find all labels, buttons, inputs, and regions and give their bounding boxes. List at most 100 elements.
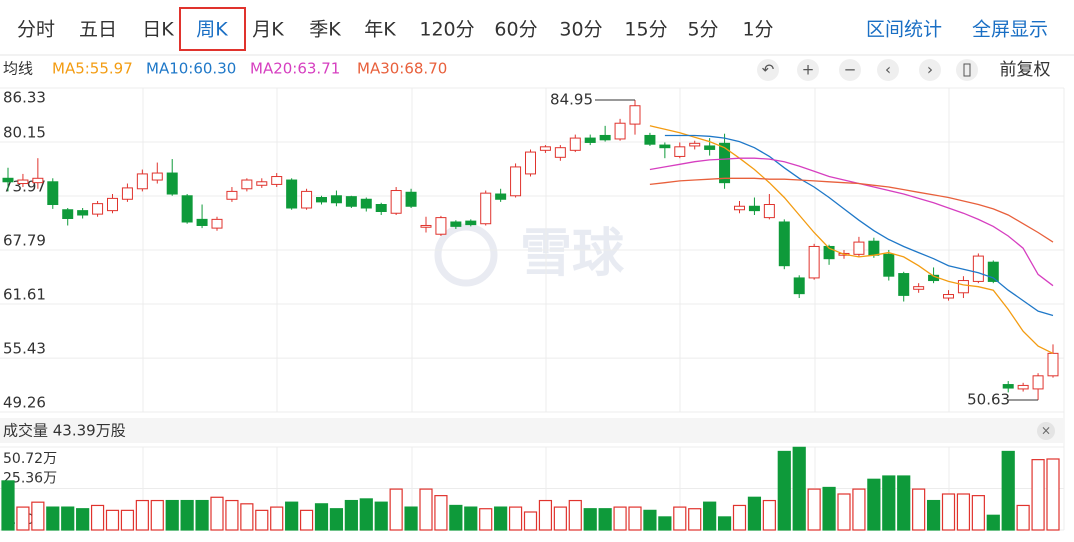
candle-body bbox=[465, 220, 477, 226]
volume-bar bbox=[389, 488, 403, 531]
candle-body bbox=[868, 240, 880, 256]
volume-bar bbox=[867, 478, 881, 531]
volume-bar bbox=[673, 506, 687, 531]
volume-bar bbox=[464, 506, 478, 531]
candle-body bbox=[286, 179, 298, 209]
legend-entry: MA30:68.70 bbox=[357, 60, 447, 78]
candle-body bbox=[569, 137, 581, 151]
ma-line bbox=[649, 125, 1054, 354]
volume-bar bbox=[1016, 504, 1030, 531]
y-tick-label: 86.33 bbox=[3, 89, 46, 107]
low-annotation: 50.63 bbox=[967, 391, 1010, 409]
volume-bar bbox=[762, 499, 776, 531]
candle-body bbox=[316, 197, 327, 203]
volume-bar bbox=[941, 493, 956, 531]
candle-style-button[interactable] bbox=[956, 59, 978, 81]
fullscreen-link[interactable]: 全屏显示 bbox=[972, 19, 1048, 41]
volume-bar bbox=[449, 504, 463, 531]
tab[interactable]: 30分 bbox=[559, 19, 602, 41]
candle-body bbox=[420, 224, 432, 228]
legend: MA5:55.97 MA10:60.30 MA20:63.71 MA30:68.70 bbox=[52, 60, 447, 78]
candle-body bbox=[913, 286, 925, 290]
volume-bar bbox=[195, 499, 209, 531]
close-volume-button[interactable] bbox=[1037, 422, 1055, 440]
volume-bar bbox=[225, 499, 239, 531]
next-button[interactable] bbox=[919, 59, 941, 81]
ma-label: 均线 bbox=[3, 60, 33, 78]
tab[interactable]: 季K bbox=[309, 19, 341, 41]
candle-body bbox=[734, 205, 745, 211]
volume-bar bbox=[986, 514, 1000, 531]
undo-icon: ↶ bbox=[762, 61, 775, 79]
volume-bar bbox=[658, 516, 672, 531]
tab[interactable]: 60分 bbox=[494, 19, 537, 41]
volume-bar bbox=[120, 509, 135, 531]
candle-body bbox=[450, 221, 462, 227]
candle-body bbox=[823, 245, 835, 260]
candle-body bbox=[510, 166, 522, 197]
adjust-button[interactable]: 前复权 bbox=[1000, 60, 1051, 80]
tab[interactable]: 1分 bbox=[742, 19, 773, 41]
tab[interactable]: 周K bbox=[196, 19, 228, 41]
volume-bar bbox=[1001, 450, 1015, 531]
volume-bar bbox=[583, 508, 597, 531]
ma-line bbox=[649, 177, 1054, 243]
volume-bar bbox=[105, 509, 120, 531]
candle-body bbox=[778, 221, 790, 267]
tab[interactable]: 分时 bbox=[17, 19, 55, 41]
volume-bar bbox=[479, 508, 493, 531]
volume-bar bbox=[912, 488, 926, 531]
candle-body bbox=[659, 144, 671, 149]
candle-body bbox=[1017, 384, 1029, 390]
volume-bar bbox=[135, 499, 149, 531]
candle-body bbox=[629, 105, 641, 125]
watermark-logo bbox=[434, 223, 498, 287]
undo-button[interactable] bbox=[757, 59, 779, 81]
candle-body bbox=[77, 210, 89, 216]
tab[interactable]: 月K bbox=[252, 19, 284, 41]
volume-bar bbox=[777, 450, 791, 531]
candle-body bbox=[435, 217, 447, 235]
tab-bar: 分时 五日 日K 周K 月K 季K 年K 120分 60分 30分 15分 5分 1分 bbox=[17, 19, 774, 41]
candle-body bbox=[539, 146, 551, 151]
volume-bar bbox=[344, 499, 358, 531]
tab[interactable]: 15分 bbox=[624, 19, 667, 41]
zoom-out-icon: − bbox=[844, 61, 857, 79]
volume-bar bbox=[46, 506, 60, 531]
volume-bar bbox=[374, 501, 388, 531]
prev-icon: ‹ bbox=[885, 61, 891, 79]
volume-bar bbox=[897, 475, 911, 531]
candle-body bbox=[883, 253, 895, 277]
tab[interactable]: 五日 bbox=[79, 19, 117, 41]
candle-body bbox=[241, 179, 253, 190]
tab[interactable]: 年K bbox=[364, 19, 396, 41]
candle-body bbox=[136, 173, 148, 190]
volume-bar bbox=[255, 509, 269, 531]
volume-bar bbox=[419, 488, 433, 531]
volume-bar bbox=[598, 508, 612, 531]
volume-bar bbox=[822, 486, 836, 531]
volume-bar bbox=[76, 508, 90, 531]
candle-body bbox=[1032, 375, 1044, 390]
candle-body bbox=[957, 280, 969, 294]
y-tick-label: 67.79 bbox=[3, 232, 46, 250]
zoom-out-button[interactable] bbox=[839, 59, 861, 81]
volume-bar bbox=[329, 508, 344, 531]
volume-bar bbox=[882, 475, 896, 531]
candle-body bbox=[1002, 384, 1014, 389]
tab[interactable]: 5分 bbox=[687, 19, 718, 41]
volume-bar bbox=[299, 509, 314, 531]
tab[interactable]: 120分 bbox=[419, 19, 474, 41]
zoom-in-button[interactable] bbox=[797, 59, 819, 81]
volume-bar bbox=[538, 499, 553, 531]
interval-stats-link[interactable]: 区间统计 bbox=[866, 19, 942, 41]
candle-body bbox=[748, 205, 760, 212]
volume-bar bbox=[523, 511, 538, 531]
tab[interactable]: 日K bbox=[142, 19, 174, 41]
volume-bar bbox=[732, 504, 747, 531]
prev-button[interactable] bbox=[877, 59, 899, 81]
volume-bar bbox=[16, 506, 30, 531]
candle-body bbox=[674, 146, 686, 157]
